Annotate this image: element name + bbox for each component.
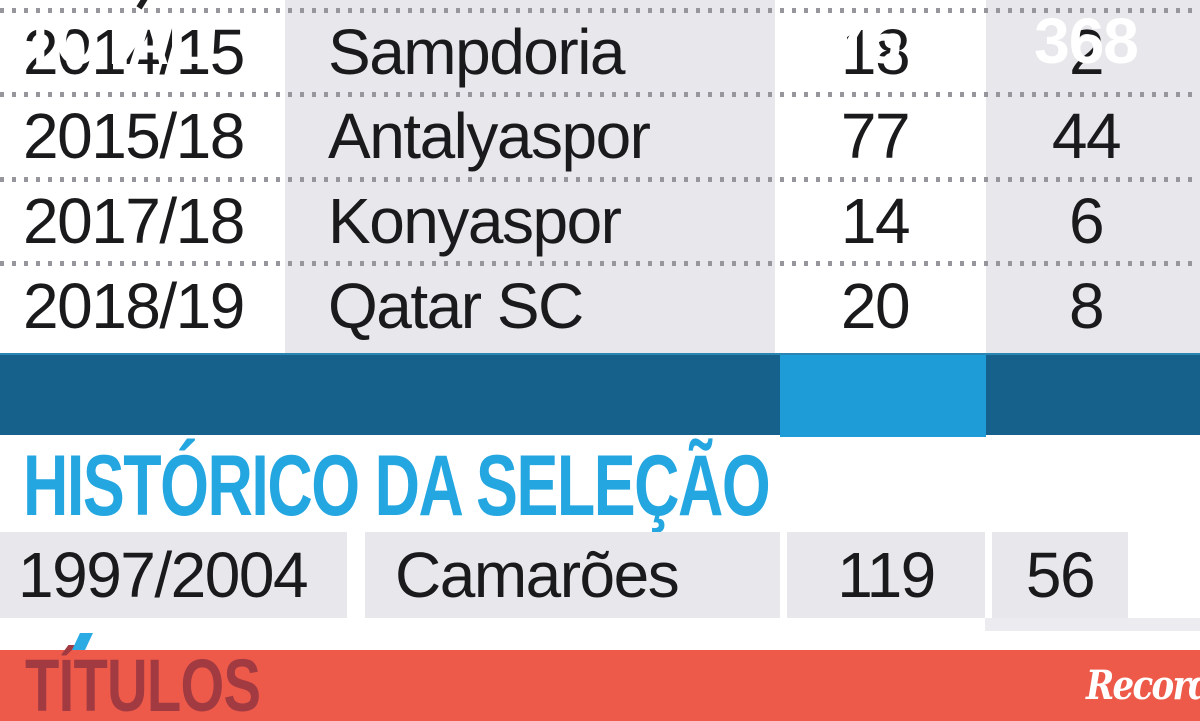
table-row: 2014/15 Sampdoria 18 2 [0, 12, 1200, 92]
total-games-value: 757 [831, 5, 936, 77]
goals-cell: 8 [1068, 270, 1105, 342]
record-logo: Record [1086, 662, 1200, 709]
dotted-divider [0, 177, 1200, 182]
table-row: 2017/18 Konyaspor 14 6 [0, 181, 1200, 261]
titles-heading: TÍTULOS [25, 644, 261, 721]
club-cell: Qatar SC [328, 270, 584, 342]
red-banner [0, 650, 1200, 721]
cropped-graphic-remnant [985, 618, 1200, 631]
club-column-band [285, 0, 775, 353]
total-games-highlight-cell [780, 355, 986, 437]
games-cell: 20 [840, 270, 911, 342]
goals-cell: 44 [1051, 100, 1122, 172]
club-cell: Konyaspor [328, 185, 622, 257]
national-period-cell: 1997/2004 [0, 532, 347, 618]
total-goals-value: 368 [1034, 5, 1139, 77]
club-cell: Sampdoria [328, 16, 626, 88]
club-cell: Antalyaspor [328, 100, 651, 172]
national-games-cell: 119 [787, 532, 985, 618]
season-cell: 2015/18 [23, 100, 245, 172]
goals-column-band [986, 0, 1200, 353]
season-cell: 2018/19 [23, 270, 245, 342]
total-row [0, 353, 1200, 437]
national-team-cell: Camarões [365, 532, 780, 618]
season-cell: 2014/15 [23, 16, 245, 88]
season-cell: 2017/18 [23, 185, 245, 257]
dotted-divider [0, 261, 1200, 266]
goals-cell: 2 [1068, 16, 1105, 88]
dotted-divider [0, 92, 1200, 97]
games-cell: 77 [840, 100, 911, 172]
national-history-heading: HISTÓRICO DA SELEÇÃO [23, 437, 771, 534]
dotted-divider [0, 8, 1200, 13]
national-goals-cell: 56 [992, 532, 1128, 618]
goals-cell: 6 [1068, 185, 1105, 257]
table-row: 2018/19 Qatar SC 20 8 [0, 266, 1200, 346]
total-label: TOTAL [23, 4, 203, 78]
games-cell: 18 [840, 16, 911, 88]
games-cell: 14 [840, 185, 911, 257]
table-row: 2015/18 Antalyaspor 77 44 [0, 96, 1200, 176]
